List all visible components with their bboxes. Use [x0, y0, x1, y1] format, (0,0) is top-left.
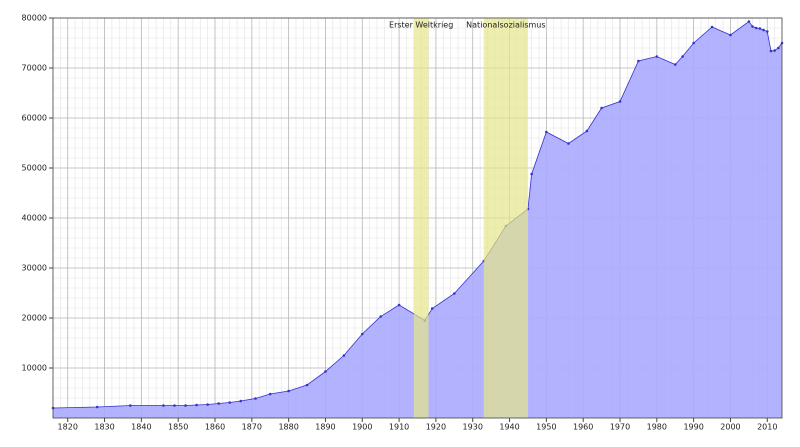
- point: [681, 55, 684, 58]
- y-tick-label: 50000: [22, 164, 47, 173]
- point: [173, 404, 176, 407]
- x-tick-label: 1990: [683, 423, 703, 432]
- point: [762, 28, 765, 32]
- y-tick-label: 10000: [22, 364, 47, 373]
- x-tick-label: 1950: [536, 423, 556, 432]
- x-tick-label: 1900: [352, 423, 372, 432]
- x-tick-label: 1840: [131, 423, 151, 432]
- point: [758, 27, 762, 30]
- point: [324, 370, 327, 373]
- point: [379, 315, 382, 318]
- y-tick-label: 30000: [22, 264, 47, 273]
- point: [129, 404, 132, 407]
- x-tick-label: 1920: [426, 423, 446, 432]
- x-tick-label: 1890: [315, 423, 335, 432]
- point: [397, 303, 401, 307]
- point: [585, 129, 589, 133]
- point: [228, 401, 232, 404]
- point: [600, 106, 603, 110]
- x-tick-label: 1850: [168, 423, 188, 432]
- point: [545, 130, 548, 134]
- point: [206, 403, 209, 406]
- span: [413, 18, 429, 418]
- point: [217, 402, 220, 405]
- point: [254, 397, 257, 400]
- y-tick-label: 20000: [22, 314, 47, 323]
- point: [360, 332, 364, 336]
- span: [483, 18, 528, 418]
- point: [305, 383, 309, 387]
- y-tick-label: 60000: [22, 114, 47, 123]
- point: [287, 389, 290, 393]
- point: [710, 25, 714, 29]
- point: [342, 354, 346, 357]
- point: [162, 404, 165, 407]
- point: [747, 20, 751, 23]
- x-tick-label: 2010: [757, 423, 777, 432]
- y-tick-label: 80000: [22, 14, 47, 23]
- point: [195, 403, 198, 407]
- x-tick-label: 1940: [499, 423, 519, 432]
- x-tick-label: 2000: [720, 423, 740, 432]
- x-tick-label: 1820: [58, 423, 78, 432]
- point: [567, 142, 570, 145]
- point: [751, 25, 754, 28]
- point: [239, 399, 243, 403]
- point: [655, 55, 659, 58]
- point: [754, 26, 758, 30]
- point: [430, 307, 434, 310]
- y-tick-label: 40000: [22, 214, 47, 223]
- point: [729, 33, 732, 37]
- x-tick-label: 1980: [647, 423, 667, 432]
- plot-frame: [52, 17, 783, 419]
- point: [692, 41, 695, 45]
- x-tick-label: 1830: [94, 423, 114, 432]
- x-tick-label: 1960: [573, 423, 593, 432]
- x-tick-label: 1870: [242, 423, 262, 432]
- x-tick-label: 1930: [463, 423, 483, 432]
- point: [268, 392, 272, 396]
- point: [530, 172, 533, 176]
- x-tick-label: 1910: [389, 423, 409, 432]
- x-tick-label: 1880: [278, 423, 298, 432]
- x-tick-label: 1970: [610, 423, 630, 432]
- point: [777, 46, 780, 50]
- point: [637, 59, 640, 63]
- area: [53, 21, 782, 418]
- point: [673, 63, 677, 66]
- point: [765, 30, 769, 33]
- point: [95, 405, 99, 409]
- point: [618, 100, 622, 103]
- span-label: Erster Weltkrieg: [389, 21, 453, 30]
- point: [769, 49, 773, 53]
- span-label: Nationalsozialismus: [466, 21, 545, 30]
- point: [773, 49, 776, 52]
- point: [184, 404, 187, 407]
- point: [453, 292, 456, 295]
- x-tick-label: 1860: [205, 423, 225, 432]
- y-tick-label: 70000: [22, 64, 47, 73]
